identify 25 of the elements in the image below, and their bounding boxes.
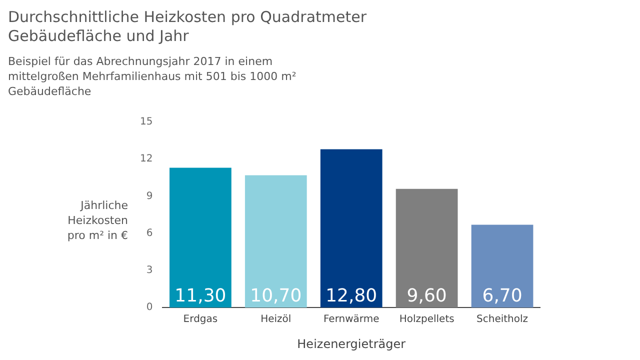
x-tick-label: Scheitholz [476,314,528,326]
x-tick-label: Erdgas [183,314,218,326]
x-tick-label: Heizöl [260,314,292,326]
x-tick-label: Holzpellets [399,314,454,326]
x-axis-title: Heizenergieträger [297,336,406,351]
y-axis-title: Jährliche Heizkosten pro m² in € [66,198,128,243]
data-label: 12,80 [326,285,378,306]
bar [471,224,534,308]
bar [320,149,382,308]
y-tick-label: 0 [146,302,153,314]
chart-title: Durchschnittliche Heizkosten pro Quadratmeter Gebäudefläche und Jahr [8,8,368,46]
bar [170,168,232,308]
data-label: 9,60 [406,285,447,306]
y-tick-label: 15 [140,116,153,128]
data-label: 10,70 [250,285,302,306]
x-tick-label: Fernwärme [323,314,380,326]
y-tick-label: 9 [146,190,153,202]
chart-subtitle: Beispiel für das Abrechnungsjahr 2017 in einem mittelgroßen Mehrfamilienhaus mit 501 bis 1000 m² Gebäudefläche [8,54,298,99]
y-tick-label: 3 [146,265,153,276]
data-label: 11,30 [174,285,226,306]
y-tick-label: 12 [140,154,153,165]
data-label: 6,70 [482,285,522,306]
y-tick-label: 6 [146,228,153,239]
bar [396,188,458,308]
bar [244,175,307,308]
